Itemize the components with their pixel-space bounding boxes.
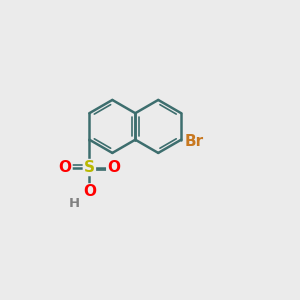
Text: S: S: [84, 160, 95, 175]
Text: O: O: [107, 160, 120, 175]
Text: H: H: [69, 196, 80, 210]
Text: Br: Br: [185, 134, 204, 149]
Text: O: O: [83, 184, 96, 200]
Text: O: O: [58, 160, 71, 175]
